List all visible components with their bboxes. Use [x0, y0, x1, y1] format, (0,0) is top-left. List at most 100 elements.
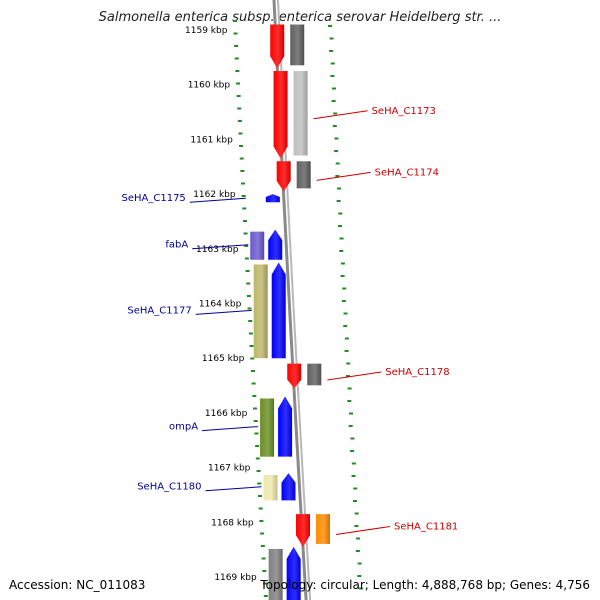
scale-dot — [247, 307, 252, 310]
scale-dot — [345, 375, 350, 377]
scale-dot — [331, 87, 336, 90]
scale-dot — [349, 412, 354, 415]
gene-label: SeHA_C1177 — [127, 305, 191, 316]
kbp-tick-label: 1163 kbp — [196, 245, 239, 255]
reverse-feature-bar — [293, 71, 308, 156]
scale-dot — [334, 150, 339, 152]
forward-feature-bar — [260, 398, 275, 457]
scale-dot — [255, 457, 260, 460]
scale-dot — [350, 437, 355, 440]
scale-dot — [335, 175, 340, 177]
reverse-cds-arrow — [270, 24, 285, 69]
forward-cds-arrow-shade — [281, 473, 296, 501]
forward-feature-bar-shade — [268, 548, 283, 600]
scale-dot — [340, 262, 345, 265]
scale-dot — [239, 157, 244, 160]
scale-dot — [263, 582, 268, 585]
scale-dot — [351, 462, 356, 465]
forward-cds-arrow — [281, 473, 296, 501]
gene-label-leader — [327, 371, 382, 381]
scale-dot — [257, 495, 262, 497]
scale-dots — [232, 20, 364, 597]
forward-feature-bar — [263, 475, 278, 501]
forward-cds-arrow-shade — [286, 546, 301, 600]
gene-label-leader — [205, 486, 262, 492]
kbp-tick-label: 1169 kbp — [214, 573, 257, 583]
scale-dot — [354, 512, 359, 515]
scale-dot — [235, 70, 240, 72]
scale-dot — [348, 425, 353, 427]
scale-dot — [338, 212, 343, 215]
scale-dot — [248, 332, 253, 335]
reverse-cds-arrow-shade — [270, 24, 285, 69]
forward-cds-arrow-shade — [268, 229, 283, 260]
reverse-cds-arrow-shade — [296, 514, 311, 547]
scale-dot — [337, 225, 342, 227]
forward-feature-bar-shade — [253, 264, 268, 359]
scale-dot — [259, 520, 264, 522]
map-title: Salmonella enterica subsp. enterica sero… — [98, 10, 502, 25]
forward-feature-bar — [250, 231, 265, 260]
forward-feature-bar-shade — [250, 231, 265, 260]
scale-dot — [357, 562, 362, 565]
reverse-cds-arrow — [276, 161, 291, 192]
scale-dot — [262, 570, 267, 572]
scale-dot — [240, 170, 245, 172]
scale-dot — [359, 587, 364, 590]
scale-dot — [346, 362, 351, 365]
reverse-cds-arrow — [296, 514, 311, 547]
forward-cds-arrow — [268, 229, 283, 260]
scale-dot — [243, 232, 248, 235]
scale-dot — [343, 325, 348, 327]
scale-dot — [237, 120, 242, 122]
forward-feature-bar — [253, 264, 268, 359]
scale-dot — [250, 370, 255, 372]
reverse-feature-bar — [290, 24, 305, 66]
scale-dot — [242, 220, 247, 222]
scale-dot — [245, 270, 250, 272]
kbp-tick-label: 1168 kbp — [211, 518, 254, 528]
scale-dot — [234, 57, 239, 60]
scale-dot — [332, 125, 337, 127]
scale-dot — [352, 500, 357, 502]
forward-feature-bar-shade — [260, 398, 275, 457]
scale-dot — [331, 100, 336, 102]
genome-summary-text: Topology: circular; Length: 4,888,768 bp… — [260, 578, 590, 592]
scale-dot — [329, 37, 334, 40]
scale-dot — [263, 595, 268, 597]
accession-text: Accession: NC_011083 — [9, 578, 146, 592]
scale-dot — [340, 275, 345, 277]
reverse-cds-arrow-shade — [273, 71, 288, 159]
scale-dot — [355, 550, 360, 552]
forward-cds-arrow — [286, 546, 301, 600]
scale-dot — [248, 320, 253, 322]
gene-label-leader — [195, 309, 252, 315]
reverse-cds-arrow-shade — [276, 161, 291, 192]
scale-dot — [336, 200, 341, 202]
kbp-tick-label: 1166 kbp — [205, 409, 248, 419]
kbp-tick-label: 1167 kbp — [208, 464, 251, 474]
scale-dot — [350, 450, 355, 452]
scale-dot — [330, 75, 335, 77]
gene-label: SeHA_C1178 — [385, 367, 449, 378]
reverse-feature-bar-shade — [307, 363, 322, 386]
scale-dot — [244, 245, 249, 247]
reverse-feature-bar — [296, 161, 311, 189]
gene-label: SeHA_C1175 — [122, 193, 186, 204]
scale-dot — [246, 295, 251, 297]
kbp-tick-label: 1161 kbp — [190, 135, 233, 145]
scale-dot — [254, 432, 259, 435]
scale-dot — [260, 532, 265, 535]
kbp-tick-label: 1162 kbp — [193, 190, 236, 200]
scale-dot — [237, 107, 242, 110]
scale-dot — [261, 557, 266, 560]
reverse-cds-arrow — [287, 363, 302, 389]
scale-dot — [353, 487, 358, 490]
gene-label: SeHA_C1173 — [372, 106, 436, 117]
forward-cds-arrow — [271, 262, 286, 359]
kbp-tick-label: 1159 kbp — [185, 26, 228, 36]
scale-dot — [241, 195, 246, 197]
scale-dot — [236, 95, 241, 97]
scale-dot — [354, 525, 359, 527]
scale-dot — [235, 82, 240, 85]
